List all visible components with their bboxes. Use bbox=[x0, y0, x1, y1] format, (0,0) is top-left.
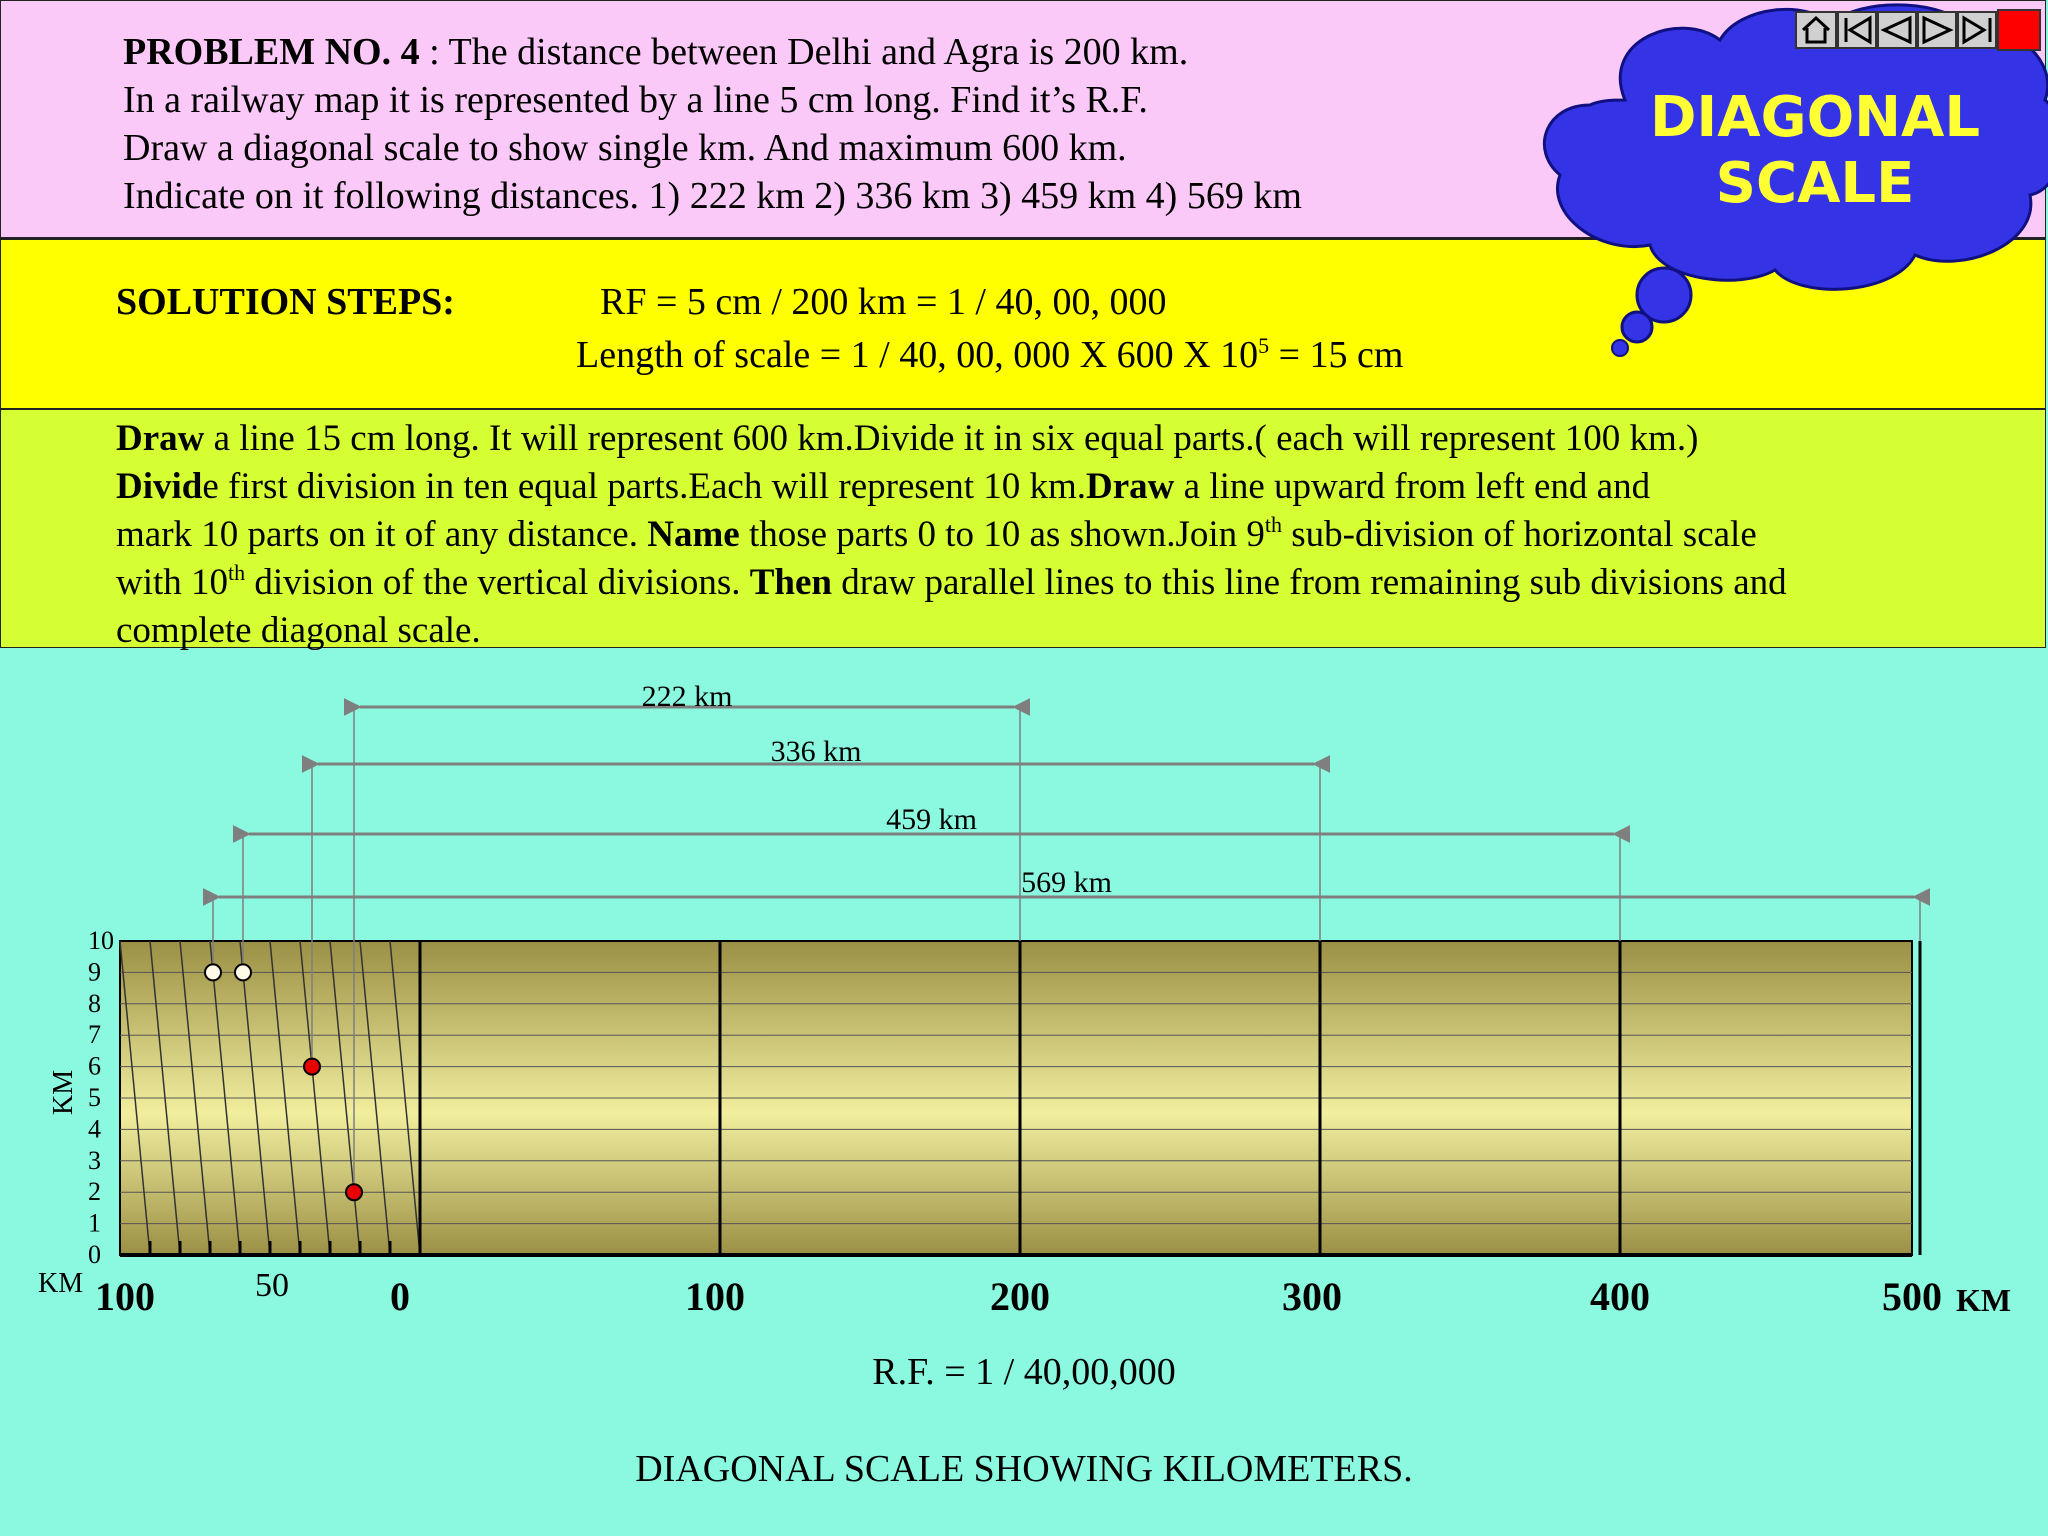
vertical-tick-label: 4 bbox=[88, 1114, 101, 1143]
length-equation-suffix: = 15 cm bbox=[1269, 334, 1404, 376]
step-keyword-divide: Divid bbox=[116, 466, 203, 507]
dimension-label: 222 km bbox=[642, 680, 733, 713]
solution-heading: SOLUTION STEPS: bbox=[116, 281, 455, 323]
step-line-3-text-c: sub-division of horizontal scale bbox=[1282, 514, 1757, 555]
step-line-1: Draw a line 15 cm long. It will represen… bbox=[116, 415, 2016, 463]
step-line-2: Divide first division in ten equal parts… bbox=[116, 463, 2016, 511]
step-keyword-then: Then bbox=[749, 562, 832, 603]
main-divisions bbox=[120, 941, 1922, 1257]
main-scale-label: 300 bbox=[1282, 1274, 1342, 1319]
end-show-icon[interactable] bbox=[1997, 9, 2041, 51]
vertical-tick-label: 6 bbox=[88, 1052, 101, 1081]
rf-equation: RF = 5 cm / 200 km = 1 / 40, 00, 000 bbox=[600, 281, 1167, 323]
left-unit-label: KM bbox=[38, 1268, 83, 1299]
length-exponent: 5 bbox=[1258, 333, 1270, 358]
scale-caption: DIAGONAL SCALE SHOWING KILOMETERS. bbox=[635, 1448, 1413, 1490]
diagonal-line bbox=[179, 940, 211, 1256]
next-slide-icon[interactable] bbox=[1917, 11, 1957, 49]
diagonal-line bbox=[269, 940, 301, 1256]
dimension-label: 459 km bbox=[886, 803, 977, 836]
length-equation-prefix: Length of scale = 1 / 40, 00, 000 X 600 … bbox=[576, 334, 1259, 376]
diagonal-line bbox=[149, 940, 181, 1256]
step-keyword-draw-2: Draw bbox=[1086, 466, 1175, 507]
cloud-title-line-2: SCALE bbox=[1715, 151, 1915, 216]
first-slide-icon[interactable] bbox=[1837, 11, 1877, 49]
step-keyword-draw: Draw bbox=[116, 418, 205, 459]
right-unit-label: KM bbox=[1956, 1282, 2011, 1318]
steps-panel bbox=[0, 408, 2046, 648]
distance-marker bbox=[234, 963, 252, 982]
vertical-tick-label: 5 bbox=[88, 1083, 101, 1112]
diagonal-lines bbox=[119, 940, 422, 1256]
home-icon[interactable] bbox=[1795, 11, 1837, 49]
diagonal-line bbox=[389, 940, 421, 1256]
step-line-4-text-a: with 10 bbox=[116, 562, 229, 603]
step-line-2-text-b: a line upward from left end and bbox=[1174, 466, 1651, 507]
vertical-tick-label: 1 bbox=[88, 1209, 101, 1238]
diagonal-line bbox=[119, 940, 151, 1256]
main-scale-label: 100 bbox=[95, 1274, 155, 1319]
cloud-title: DIAGONAL SCALE bbox=[1580, 85, 2048, 217]
step-line-1-text: a line 15 cm long. It will represent 600… bbox=[204, 418, 1699, 459]
problem-line-3: Draw a diagonal scale to show single km.… bbox=[123, 127, 1127, 169]
construction-steps: Draw a line 15 cm long. It will represen… bbox=[116, 415, 2016, 655]
problem-label: PROBLEM NO. 4 bbox=[123, 31, 420, 73]
horizontal-scale-labels: 100 0 100 200 300 400 500 50 bbox=[95, 1267, 1942, 1319]
vertical-tick-label: 10 bbox=[88, 926, 114, 955]
distance-marker bbox=[204, 963, 222, 982]
step-line-3-text-b: those parts 0 to 10 as shown.Join 9 bbox=[739, 514, 1265, 555]
distance-marker bbox=[345, 1183, 363, 1202]
vertical-tick-label: 8 bbox=[88, 989, 101, 1018]
main-scale-label: 500 bbox=[1882, 1274, 1942, 1319]
vertical-tick-label: 3 bbox=[88, 1146, 101, 1175]
step-line-4-sup: th bbox=[228, 560, 246, 585]
problem-statement: PROBLEM NO. 4 : The distance between Del… bbox=[123, 28, 1573, 220]
step-line-4-text-b: division of the vertical divisions. bbox=[245, 562, 750, 603]
dimension-label: 569 km bbox=[1021, 866, 1112, 899]
step-line-3: mark 10 parts on it of any distance. Nam… bbox=[116, 511, 2016, 559]
last-slide-icon[interactable] bbox=[1957, 11, 1997, 49]
vertical-tick-label: 7 bbox=[88, 1020, 101, 1049]
dimension-label: 336 km bbox=[771, 735, 862, 768]
diagonal-line bbox=[239, 940, 271, 1256]
diagonal-line bbox=[359, 940, 391, 1256]
diagonal-line bbox=[209, 940, 241, 1256]
previous-slide-icon[interactable] bbox=[1877, 11, 1917, 49]
vertical-tick-label: 0 bbox=[88, 1240, 101, 1269]
step-keyword-name: Name bbox=[647, 514, 740, 555]
step-line-3-sup: th bbox=[1264, 512, 1283, 537]
main-scale-label: 400 bbox=[1590, 1274, 1650, 1319]
diagonal-line bbox=[329, 940, 361, 1256]
vertical-tick-label: 9 bbox=[88, 957, 101, 986]
main-scale-label: 0 bbox=[390, 1274, 410, 1319]
measurement-arrows: 222 km 336 km 459 km 569 km bbox=[202, 680, 1931, 1193]
step-line-4-text-c: draw parallel lines to this line from re… bbox=[832, 562, 1787, 603]
problem-line-1: PROBLEM NO. 4 : The distance between Del… bbox=[123, 28, 1573, 76]
step-line-5: complete diagonal scale. bbox=[116, 610, 481, 651]
main-scale-label: 100 bbox=[685, 1274, 745, 1319]
step-line-2-text-a: e first division in ten equal parts.Each… bbox=[202, 466, 1087, 507]
problem-line-2: In a railway map it is represented by a … bbox=[123, 79, 1148, 121]
sub-scale-label: 50 bbox=[255, 1267, 289, 1304]
distance-markers bbox=[204, 963, 363, 1202]
problem-line-1-text: : The distance between Delhi and Agra is… bbox=[419, 31, 1189, 73]
cloud-title-line-1: DIAGONAL bbox=[1649, 85, 1981, 150]
step-line-4: with 10th division of the vertical divis… bbox=[116, 559, 2016, 607]
step-line-3-text-a: mark 10 parts on it of any distance. bbox=[116, 514, 648, 555]
diagonal-line bbox=[299, 940, 331, 1256]
problem-line-4: Indicate on it following distances. 1) 2… bbox=[123, 175, 1302, 217]
rf-caption: R.F. = 1 / 40,00,000 bbox=[872, 1351, 1176, 1393]
main-scale-label: 200 bbox=[990, 1274, 1050, 1319]
vertical-tick-label: 2 bbox=[88, 1177, 101, 1206]
vertical-axis-label: KM bbox=[48, 1070, 79, 1115]
length-equation: Length of scale = 1 / 40, 00, 000 X 600 … bbox=[576, 333, 1403, 377]
distance-marker bbox=[303, 1057, 321, 1076]
